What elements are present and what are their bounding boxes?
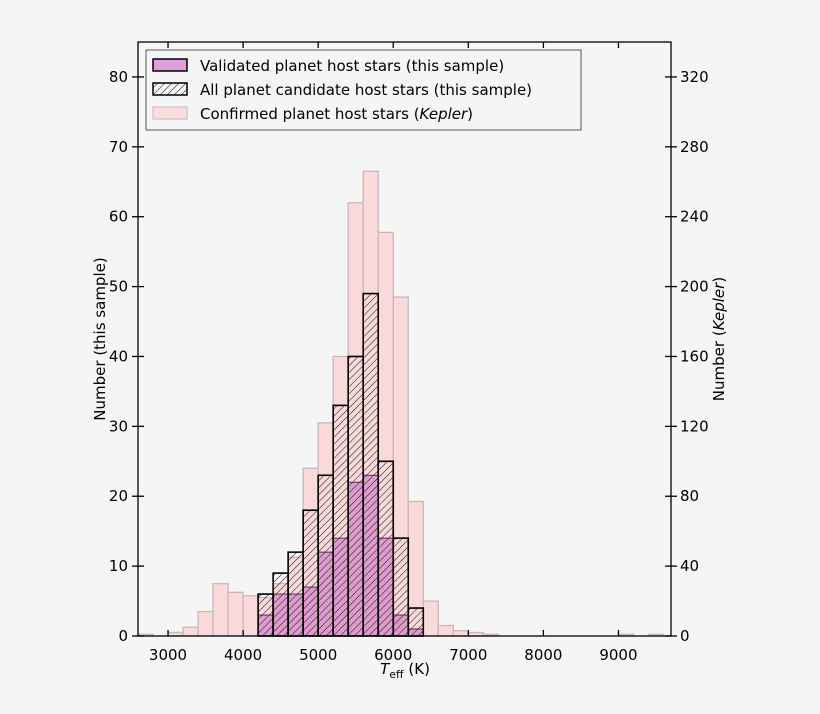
candidate-bar bbox=[407, 607, 425, 637]
candidate-bar bbox=[317, 474, 334, 637]
candidate-bar bbox=[392, 537, 410, 637]
legend-swatch-validated bbox=[152, 58, 188, 72]
legend-label-candidate: All planet candidate host stars (this sa… bbox=[200, 81, 532, 99]
y-right-tick-label: 280 bbox=[680, 138, 709, 156]
candidate-bar bbox=[362, 292, 380, 637]
y-left-tick-label: 70 bbox=[109, 138, 128, 156]
y-right-tick-label: 240 bbox=[680, 208, 709, 226]
y-left-tick-label: 10 bbox=[109, 557, 128, 575]
x-tick-label: 6000 bbox=[374, 646, 412, 664]
legend-label-kepler: Confirmed planet host stars (Kepler) bbox=[200, 105, 473, 123]
y-axis-left-label: Number (this sample) bbox=[91, 257, 109, 420]
kepler-bar bbox=[437, 624, 454, 637]
kepler-bar bbox=[422, 600, 439, 637]
y-left-tick-label: 80 bbox=[109, 68, 128, 86]
y-right-tick-label: 0 bbox=[680, 627, 690, 645]
x-tick-label: 7000 bbox=[449, 646, 487, 664]
candidate-bar bbox=[332, 404, 349, 637]
y-left-tick-label: 60 bbox=[109, 208, 128, 226]
candidate-bar bbox=[257, 593, 274, 637]
y-left-tick-label: 30 bbox=[109, 417, 128, 435]
kepler-bar bbox=[227, 591, 244, 637]
candidate-bar bbox=[302, 509, 319, 637]
axis-ticks: 3000 4000 5000 6000 7000 8000 9000 0 10 20 30 40 50 6… bbox=[109, 42, 709, 664]
kepler-bar bbox=[452, 630, 469, 637]
legend: Validated planet host stars (this sample… bbox=[145, 49, 582, 131]
legend-label-validated: Validated planet host stars (this sample… bbox=[200, 57, 504, 75]
legend-box bbox=[145, 49, 582, 131]
candidate-bar bbox=[377, 460, 395, 637]
legend-swatch-kepler bbox=[152, 106, 188, 120]
kepler-bar bbox=[197, 610, 214, 637]
x-tick-label: 5000 bbox=[299, 646, 337, 664]
y-right-tick-label: 120 bbox=[680, 417, 709, 435]
candidate-bar bbox=[272, 572, 289, 637]
y-axis-right-label: Number (Kepler) bbox=[710, 277, 728, 401]
plot-frame bbox=[137, 41, 672, 637]
kepler-bar bbox=[212, 582, 229, 637]
candidate-bar bbox=[287, 551, 304, 637]
x-tick-label: 9000 bbox=[599, 646, 637, 664]
y-left-tick-label: 20 bbox=[109, 487, 128, 505]
y-right-tick-label: 320 bbox=[680, 68, 709, 86]
kepler-bar bbox=[182, 626, 199, 637]
y-right-tick-label: 200 bbox=[680, 278, 709, 296]
kepler-bar bbox=[242, 595, 259, 637]
x-tick-label: 3000 bbox=[149, 646, 187, 664]
x-axis-label: Teff (K) bbox=[380, 660, 430, 681]
candidate-bars bbox=[257, 292, 425, 637]
y-left-tick-label: 0 bbox=[118, 627, 128, 645]
y-left-tick-label: 50 bbox=[109, 278, 128, 296]
y-right-tick-label: 40 bbox=[680, 557, 699, 575]
x-tick-label: 4000 bbox=[224, 646, 262, 664]
legend-swatch-candidate bbox=[152, 82, 188, 96]
y-right-tick-label: 160 bbox=[680, 347, 709, 365]
x-tick-label: 8000 bbox=[524, 646, 562, 664]
candidate-bar bbox=[347, 355, 365, 637]
y-left-tick-label: 40 bbox=[109, 347, 128, 365]
y-right-tick-label: 80 bbox=[680, 487, 699, 505]
